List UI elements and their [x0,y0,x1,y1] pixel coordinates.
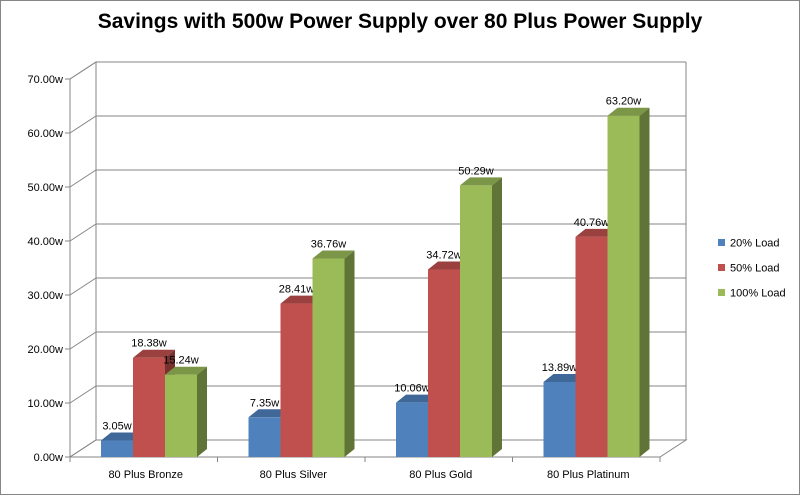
data-label: 13.89w [542,362,578,374]
data-label: 50.29w [458,165,494,177]
gridline [69,61,686,80]
data-label: 34.72w [426,250,462,262]
data-label: 18.38w [131,338,167,350]
bar [280,303,313,457]
bar [543,381,576,457]
bar-top [133,349,175,358]
bar [428,269,460,457]
data-label: 7.35w [250,397,279,409]
y-tick-label: 60.00w [28,128,64,140]
bar-side [492,177,502,457]
y-tick-label: 10.00w [28,398,64,410]
bar-top [543,373,586,382]
gridline [69,115,686,134]
bar-top [165,366,207,375]
bar [312,258,345,457]
data-label: 63.20w [606,96,642,108]
bar-top [607,107,650,116]
y-tick-label: 70.00w [28,74,64,86]
bar-top [396,394,438,403]
back-wall [96,62,686,440]
legend-swatch [718,264,725,271]
bar [101,440,133,457]
bar [165,374,197,457]
data-label: 3.05w [102,421,131,433]
y-tick-label: 40.00w [28,236,64,248]
y-tick-label: 30.00w [28,290,64,302]
bar-top [575,228,618,237]
bar [460,185,492,457]
data-label: 40.76w [574,217,610,229]
legend-label: 20% Load [730,238,780,250]
bar-top [312,250,355,259]
bar [396,402,428,457]
bar-top [248,409,291,418]
category-label: 80 Plus Gold [409,469,472,481]
data-label: 15.24w [163,355,199,367]
chart-title: Savings with 500w Power Supply over 80 P… [97,10,703,33]
legend-swatch [718,289,725,296]
bar [133,357,165,457]
category-label: 80 Plus Platinum [547,469,630,481]
y-tick-label: 0.00w [34,452,63,464]
bar [248,417,281,457]
category-label: 80 Plus Bronze [108,469,183,481]
category-label: 80 Plus Silver [260,469,328,481]
bar [575,236,608,457]
bar-side [197,366,207,457]
data-label: 10.06w [394,383,430,395]
legend-label: 50% Load [730,263,780,275]
bar-top [280,295,323,304]
side-wall [69,61,97,458]
data-label: 28.41w [279,284,315,296]
bar-top [428,261,470,270]
y-tick-label: 50.00w [28,182,64,194]
bar-top [460,177,502,186]
y-tick-label: 20.00w [28,344,64,356]
bar [607,115,640,457]
legend-label: 100% Load [730,288,786,300]
bar-top [101,432,143,441]
legend-swatch [718,239,725,246]
bar-side [344,250,355,457]
gridline [69,169,686,188]
data-label: 36.76w [311,238,347,250]
bar-side [639,107,650,457]
